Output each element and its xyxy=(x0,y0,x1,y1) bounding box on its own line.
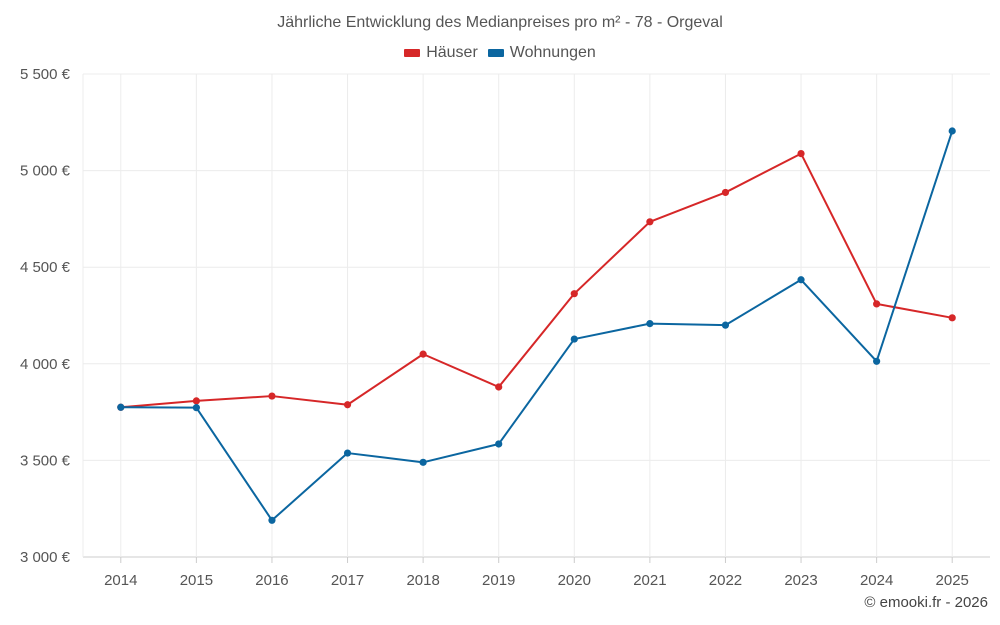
x-tick-label: 2015 xyxy=(180,572,213,589)
data-point-wohnungen[interactable] xyxy=(721,321,730,329)
data-point-haeuser[interactable] xyxy=(873,300,881,308)
data-point-wohnungen[interactable] xyxy=(570,335,578,343)
data-point-haeuser[interactable] xyxy=(646,218,654,226)
data-point-haeuser[interactable] xyxy=(419,350,427,358)
legend-label-haeuser: Häuser xyxy=(426,44,478,61)
x-tick-label: 2020 xyxy=(558,572,591,589)
data-point-wohnungen[interactable] xyxy=(343,449,352,457)
x-tick-label: 2018 xyxy=(406,572,439,589)
data-point-wohnungen[interactable] xyxy=(268,516,276,524)
y-tick-label: 5 000 € xyxy=(20,163,71,180)
data-point-wohnungen[interactable] xyxy=(646,320,654,328)
data-point-wohnungen[interactable] xyxy=(419,458,427,466)
x-tick-label: 2016 xyxy=(255,572,288,589)
x-tick-label: 2014 xyxy=(104,572,137,589)
data-point-haeuser[interactable] xyxy=(495,383,503,391)
data-point-wohnungen[interactable] xyxy=(192,404,200,412)
x-tick-label: 2017 xyxy=(331,572,364,589)
chart-title: Jährliche Entwicklung des Medianpreises … xyxy=(277,14,723,31)
legend-swatch-haeuser xyxy=(404,49,421,57)
data-point-haeuser[interactable] xyxy=(797,149,805,158)
data-point-wohnungen[interactable] xyxy=(873,357,881,365)
x-tick-label: 2025 xyxy=(936,572,969,589)
data-point-wohnungen[interactable] xyxy=(117,403,125,411)
legend-item-haeuser[interactable]: Häuser xyxy=(404,44,478,62)
data-point-wohnungen[interactable] xyxy=(797,276,805,284)
data-point-wohnungen[interactable] xyxy=(495,440,503,448)
data-point-haeuser[interactable] xyxy=(343,401,352,409)
x-tick-label: 2022 xyxy=(709,572,742,589)
y-tick-label: 4 500 € xyxy=(20,259,71,276)
x-tick-label: 2021 xyxy=(633,572,666,589)
data-point-haeuser[interactable] xyxy=(268,392,276,400)
data-point-haeuser[interactable] xyxy=(721,188,730,197)
y-tick-label: 4 000 € xyxy=(20,356,71,373)
data-point-haeuser[interactable] xyxy=(570,290,578,298)
y-tick-label: 5 500 € xyxy=(20,66,71,83)
legend-label-wohnungen: Wohnungen xyxy=(509,44,596,61)
y-tick-label: 3 500 € xyxy=(20,452,71,469)
legend-swatch-wohnungen xyxy=(487,49,504,57)
y-tick-label: 3 000 € xyxy=(20,549,71,566)
data-point-haeuser[interactable] xyxy=(948,314,956,322)
legend: Häuser Wohnungen xyxy=(0,44,1000,62)
x-tick-label: 2023 xyxy=(784,572,817,589)
x-tick-label: 2024 xyxy=(860,572,893,589)
series-line-haeuser xyxy=(120,152,953,409)
x-tick-label: 2019 xyxy=(482,572,515,589)
legend-item-wohnungen[interactable]: Wohnungen xyxy=(487,44,596,62)
credit: © emooki.fr - 2026 xyxy=(864,594,988,611)
data-point-haeuser[interactable] xyxy=(192,397,200,405)
data-point-wohnungen[interactable] xyxy=(948,127,956,135)
series-line-wohnungen xyxy=(120,130,954,522)
